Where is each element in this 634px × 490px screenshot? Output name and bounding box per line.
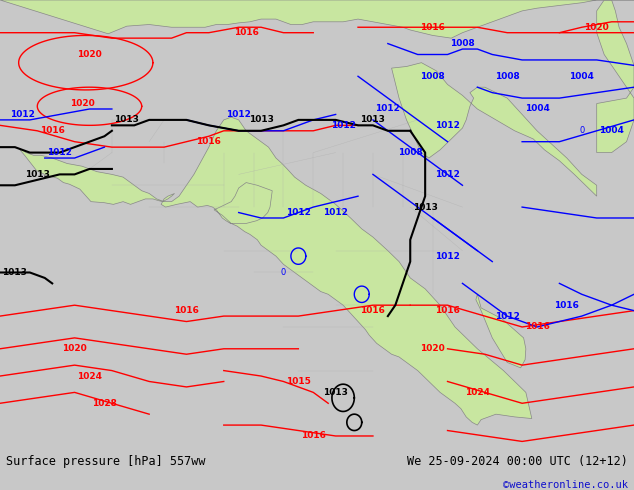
Text: 1008: 1008 <box>420 72 445 81</box>
Text: 1024: 1024 <box>465 388 490 397</box>
Text: 1012: 1012 <box>10 110 35 119</box>
Text: 1013: 1013 <box>3 268 27 277</box>
Text: 1013: 1013 <box>25 170 49 179</box>
Text: 1008: 1008 <box>398 148 423 157</box>
Text: 1016: 1016 <box>420 23 445 32</box>
Text: 1016: 1016 <box>174 306 199 315</box>
Text: 1012: 1012 <box>435 121 460 130</box>
Text: 1008: 1008 <box>450 39 475 48</box>
Text: 1004: 1004 <box>569 72 594 81</box>
Polygon shape <box>18 117 532 425</box>
Text: 1012: 1012 <box>331 121 356 130</box>
Text: We 25-09-2024 00:00 UTC (12+12): We 25-09-2024 00:00 UTC (12+12) <box>407 456 628 468</box>
Text: 1013: 1013 <box>249 115 273 124</box>
Text: 1013: 1013 <box>323 388 348 397</box>
Text: 1012: 1012 <box>435 252 460 261</box>
Text: 1020: 1020 <box>420 344 445 353</box>
Text: 1016: 1016 <box>234 28 259 37</box>
Polygon shape <box>0 0 634 38</box>
Text: 1016: 1016 <box>197 137 221 146</box>
Text: 0: 0 <box>281 268 286 277</box>
Text: 1016: 1016 <box>555 301 579 310</box>
Polygon shape <box>597 0 634 152</box>
Text: 1008: 1008 <box>495 72 520 81</box>
Text: 1016: 1016 <box>301 432 326 441</box>
Polygon shape <box>476 294 526 368</box>
Polygon shape <box>392 63 597 196</box>
Text: 1020: 1020 <box>585 23 609 32</box>
Text: 1012: 1012 <box>495 312 520 320</box>
Text: 1016: 1016 <box>435 306 460 315</box>
Text: 1028: 1028 <box>92 399 117 408</box>
Text: 1013: 1013 <box>413 202 437 212</box>
Text: 1020: 1020 <box>77 50 102 59</box>
Text: 1012: 1012 <box>435 170 460 179</box>
Text: 1012: 1012 <box>323 208 348 217</box>
Text: ©weatheronline.co.uk: ©weatheronline.co.uk <box>503 480 628 490</box>
Text: 1012: 1012 <box>286 208 311 217</box>
Text: 1012: 1012 <box>226 110 251 119</box>
Text: 1020: 1020 <box>62 344 87 353</box>
Text: 1013: 1013 <box>361 115 385 124</box>
Text: Surface pressure [hPa] 557ww: Surface pressure [hPa] 557ww <box>6 456 206 468</box>
Text: 1020: 1020 <box>70 99 94 108</box>
Text: 1016: 1016 <box>361 306 385 315</box>
Text: 1012: 1012 <box>375 104 400 114</box>
Text: 1024: 1024 <box>77 371 102 381</box>
Text: 1013: 1013 <box>114 115 139 124</box>
Text: 1015: 1015 <box>286 377 311 386</box>
Text: 1004: 1004 <box>599 126 624 135</box>
Text: 1012: 1012 <box>48 148 72 157</box>
Text: 1016: 1016 <box>40 126 65 135</box>
Text: 0: 0 <box>579 126 585 135</box>
Text: 1016: 1016 <box>524 322 550 332</box>
Text: 1004: 1004 <box>524 104 550 114</box>
